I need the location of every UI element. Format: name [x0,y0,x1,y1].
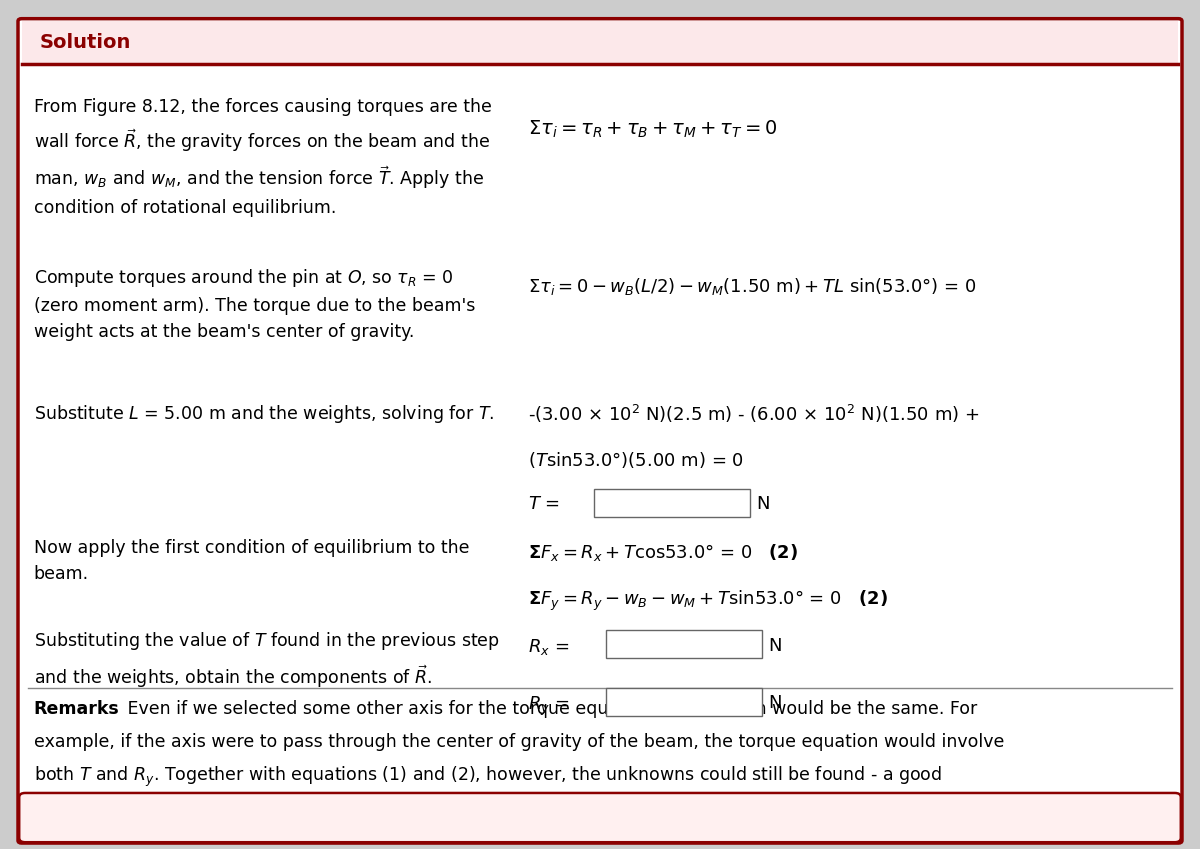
Text: $R_x$ =: $R_x$ = [528,637,569,657]
Text: -(3.00 $\times$ 10$^2$ N)(2.5 m) - (6.00 $\times$ 10$^2$ N)(1.50 m) +: -(3.00 $\times$ 10$^2$ N)(2.5 m) - (6.00… [528,403,979,425]
Text: $\mathbf{\Sigma}$$F_x = R_x + T$cos53.0° = 0   $\mathbf{(2)}$: $\mathbf{\Sigma}$$F_x = R_x + T$cos53.0°… [528,542,798,563]
Text: example, if the axis were to pass through the center of gravity of the beam, the: example, if the axis were to pass throug… [34,733,1004,751]
Bar [594,489,750,516]
Text: $T$ =: $T$ = [528,495,560,513]
Text: $\Sigma\tau_i = 0 - w_B(L/2) - w_M(1.50$ m$) + TL$ sin(53.0°) = 0: $\Sigma\tau_i = 0 - w_B(L/2) - w_M(1.50$… [528,276,977,297]
Text: Compute torques around the pin at $O$, so $\tau_R$ = 0
(zero moment arm). The to: Compute torques around the pin at $O$, s… [34,267,475,340]
FancyBboxPatch shape [18,19,1182,843]
Text: $\Sigma\tau_i = \tau_R + \tau_B + \tau_M + \tau_T = 0$: $\Sigma\tau_i = \tau_R + \tau_B + \tau_M… [528,119,778,140]
Text: Substitute $L$ = 5.00 m and the weights, solving for $T$.: Substitute $L$ = 5.00 m and the weights,… [34,403,494,425]
Text: both $T$ and $R_y$. Together with equations (1) and (2), however, the unknowns c: both $T$ and $R_y$. Together with equati… [34,765,942,790]
Text: ($T$sin53.0°)(5.00 m) = 0: ($T$sin53.0°)(5.00 m) = 0 [528,450,744,470]
Text: N: N [768,694,781,712]
Text: Now apply the first condition of equilibrium to the
beam.: Now apply the first condition of equilib… [34,539,469,582]
FancyBboxPatch shape [19,793,1181,842]
Text: Substituting the value of $T$ found in the previous step
and the weights, obtain: Substituting the value of $T$ found in t… [34,630,499,690]
Text: Remarks: Remarks [34,700,119,718]
Text: $\mathbf{\Sigma}$$F_y = R_y - w_B - w_M + T$sin53.0° = 0   $\mathbf{(2)}$: $\mathbf{\Sigma}$$F_y = R_y - w_B - w_M … [528,588,888,613]
Text: From Figure 8.12, the forces causing torques are the
wall force $\vec{R}$, the g: From Figure 8.12, the forces causing tor… [34,98,492,217]
Text: exercise.: exercise. [34,797,112,815]
Bar [606,631,762,659]
Bar [22,21,1178,64]
Text: Solution: Solution [40,33,131,52]
Text: N: N [756,495,769,513]
Bar [606,688,762,717]
Text: N: N [768,637,781,655]
Text: $R_y$ =: $R_y$ = [528,694,569,717]
Text: Even if we selected some other axis for the torque equation, the solution would : Even if we selected some other axis for … [122,700,978,718]
